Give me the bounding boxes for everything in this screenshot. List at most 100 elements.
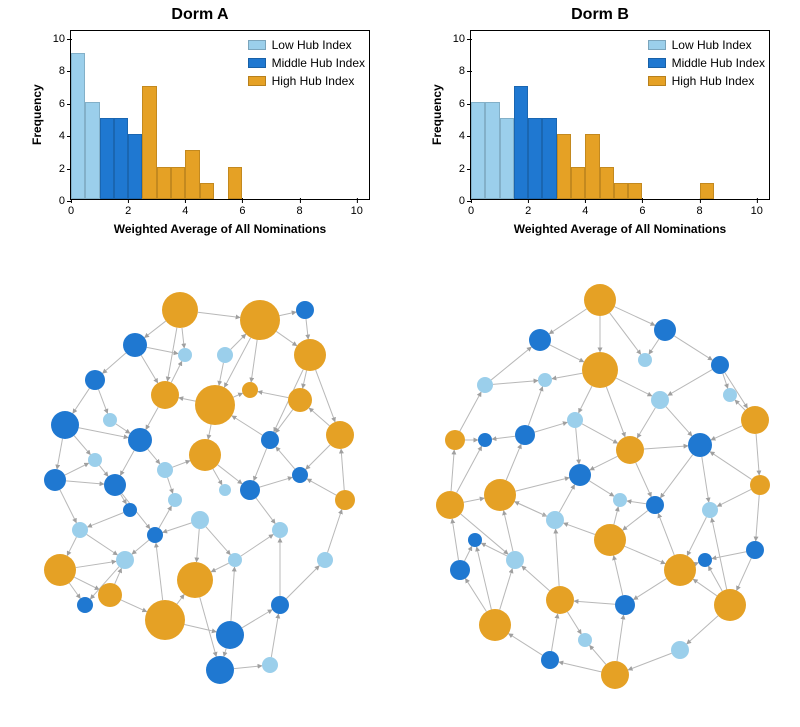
edge: [275, 410, 292, 433]
histogram-bar: [514, 86, 528, 199]
node: [294, 339, 326, 371]
legend-swatch: [648, 40, 666, 50]
edge: [103, 353, 126, 374]
legend-swatch: [248, 76, 266, 86]
histogram-bar: [200, 183, 214, 199]
edge: [493, 381, 538, 385]
edge: [515, 502, 547, 517]
x-tick: 2: [525, 199, 531, 217]
edge: [206, 527, 230, 555]
histogram-bar: [100, 118, 114, 199]
edge: [309, 408, 329, 426]
edge: [550, 345, 584, 362]
node: [177, 562, 213, 598]
edge: [491, 347, 531, 380]
node: [77, 597, 93, 613]
node: [582, 352, 618, 388]
edge: [576, 428, 579, 464]
node: [103, 413, 117, 427]
edge: [156, 543, 163, 600]
node: [613, 493, 627, 507]
histogram-bar: [171, 167, 185, 199]
edge: [219, 363, 224, 386]
node: [191, 511, 209, 529]
x-tick: 6: [239, 199, 245, 217]
node: [288, 388, 312, 412]
node: [654, 319, 676, 341]
histogram-bar: [600, 167, 614, 199]
edge: [99, 465, 108, 476]
edge: [303, 371, 307, 389]
edge: [617, 615, 624, 661]
x-axis-label: Weighted Average of All Nominations: [470, 222, 770, 236]
node: [436, 491, 464, 519]
node: [51, 411, 79, 439]
y-axis-label: Frequency: [430, 84, 444, 145]
y-tick: 2: [459, 163, 471, 175]
edge: [141, 355, 158, 383]
legend: Low Hub IndexMiddle Hub IndexHigh Hub In…: [248, 36, 365, 90]
x-tick: 10: [751, 199, 763, 217]
histogram-bar: [85, 102, 99, 199]
edge: [582, 424, 618, 443]
node: [578, 633, 592, 647]
network-svg: [400, 260, 800, 690]
node: [98, 583, 122, 607]
histogram-bar: [585, 134, 599, 199]
edge: [666, 407, 692, 436]
edge: [623, 511, 648, 531]
node: [638, 353, 652, 367]
node: [616, 436, 644, 464]
edge: [556, 529, 560, 586]
node: [157, 462, 173, 478]
network-svg: [0, 260, 400, 690]
legend-label: High Hub Index: [272, 72, 355, 90]
legend-item: Middle Hub Index: [248, 54, 365, 72]
edge: [316, 370, 335, 422]
node: [240, 300, 280, 340]
edge: [628, 653, 672, 670]
edge: [200, 597, 216, 656]
edge: [234, 666, 262, 669]
edge: [649, 339, 659, 354]
edge: [116, 424, 130, 433]
edge: [211, 563, 229, 572]
y-axis-label: Frequency: [30, 84, 44, 145]
node: [104, 474, 126, 496]
node: [216, 621, 244, 649]
edge: [57, 439, 63, 469]
node: [317, 552, 333, 568]
edge: [341, 449, 344, 490]
edge: [506, 444, 521, 480]
edge: [660, 455, 692, 498]
node: [698, 553, 712, 567]
histogram-bar: [571, 167, 585, 199]
edge: [500, 569, 513, 610]
y-tick: 2: [59, 163, 71, 175]
edge: [559, 485, 574, 513]
edge: [492, 436, 515, 439]
edge: [528, 387, 542, 426]
legend-label: High Hub Index: [672, 72, 755, 90]
histogram-dorm-a: Dorm A 02468100246810FrequencyWeighted A…: [0, 0, 400, 260]
node: [72, 522, 88, 538]
edge: [590, 456, 618, 470]
histogram-bar: [542, 118, 556, 199]
edge: [668, 370, 712, 396]
edge: [76, 561, 116, 567]
edge: [306, 445, 330, 469]
edge: [589, 481, 614, 496]
edge: [241, 534, 274, 556]
edge: [159, 506, 172, 528]
y-tick: 6: [59, 98, 71, 110]
edge: [615, 307, 655, 326]
edge: [69, 583, 80, 598]
node: [44, 469, 66, 491]
node: [228, 553, 242, 567]
chart-title-b: Dorm B: [400, 6, 800, 24]
edge: [67, 537, 76, 556]
legend-swatch: [248, 40, 266, 50]
edge: [184, 624, 216, 631]
y-tick: 8: [59, 65, 71, 77]
edge: [66, 481, 104, 484]
